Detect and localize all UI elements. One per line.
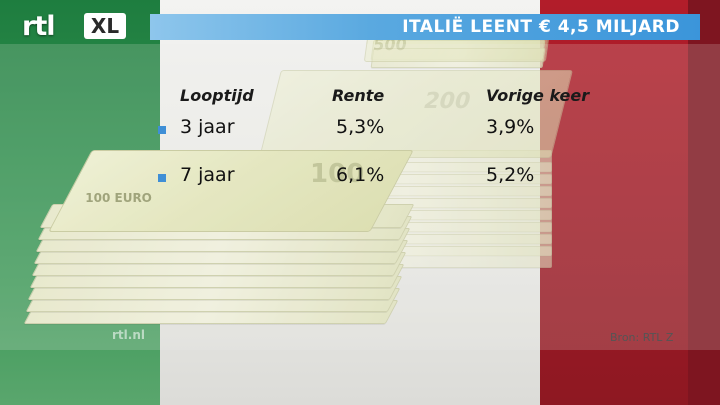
column-header-looptijd: Looptijd (180, 86, 254, 105)
rtl-watermark: rtl.nl (112, 328, 145, 342)
rtl-xl-logo: rtl XL (22, 11, 130, 43)
content-overlay (0, 44, 720, 350)
column-header-vorige-keer: Vorige keer (486, 86, 590, 105)
logo-xl-badge: XL (84, 13, 126, 39)
cell-rente: 6,1% (336, 164, 385, 186)
cell-looptijd: 3 jaar (180, 116, 235, 138)
table-row: 3 jaar 5,3% 3,9% (0, 116, 720, 146)
flag-red-edge (688, 0, 720, 405)
header-bar: ITALIË LEENT € 4,5 MILJARD (150, 14, 700, 40)
page-title: ITALIË LEENT € 4,5 MILJARD (402, 17, 680, 37)
column-header-rente: Rente (332, 86, 385, 105)
logo-rtl-text: rtl (22, 11, 55, 42)
cell-rente: 5,3% (336, 116, 385, 138)
table-row: 7 jaar 6,1% 5,2% (0, 164, 720, 194)
bullet-icon (158, 174, 166, 182)
cell-vorige-keer: 5,2% (486, 164, 535, 186)
cell-vorige-keer: 3,9% (486, 116, 535, 138)
source-label: Bron: RTL Z (610, 331, 674, 344)
cell-looptijd: 7 jaar (180, 164, 235, 186)
bullet-icon (158, 126, 166, 134)
